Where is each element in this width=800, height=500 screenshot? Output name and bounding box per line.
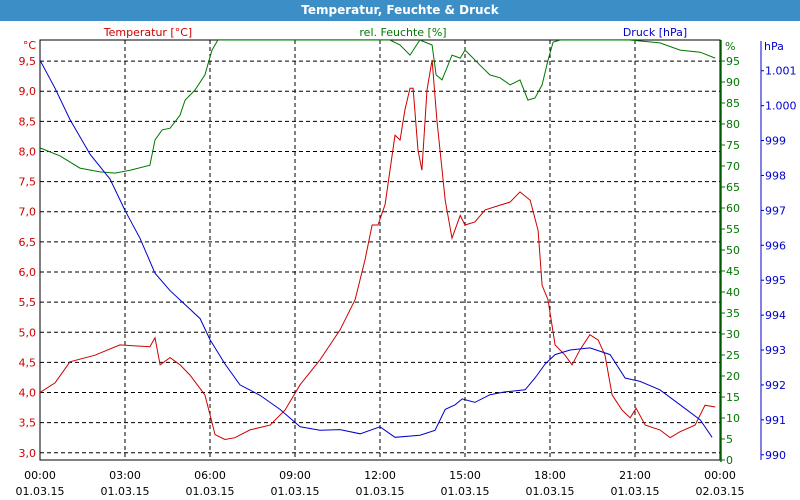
chart-title: Temperatur, Feuchte & Druck	[0, 0, 800, 21]
temp-tick-label: 8,5	[19, 115, 37, 128]
x-tick-time: 12:00	[364, 469, 396, 482]
temp-tick-label: 9,0	[19, 85, 37, 98]
temp-tick-label: 4,0	[19, 387, 37, 400]
x-tick-time: 21:00	[619, 469, 651, 482]
temp-tick-label: 6,5	[19, 236, 37, 249]
x-tick-time: 09:00	[279, 469, 311, 482]
pressure-tick-label: 998	[765, 169, 786, 182]
temp-unit-label: °C	[23, 39, 37, 52]
temp-tick-label: 9,5	[19, 55, 37, 68]
humidity-tick-label: 95	[726, 55, 740, 68]
pressure-unit-label: hPa	[764, 40, 784, 53]
x-tick-time: 00:00	[24, 469, 56, 482]
x-tick-date: 01.03.15	[441, 485, 490, 498]
x-tick-date: 01.03.15	[611, 485, 660, 498]
humidity-tick-label: 80	[726, 118, 740, 131]
humidity-tick-label: 60	[726, 202, 740, 215]
x-tick-time: 18:00	[534, 469, 566, 482]
temp-tick-label: 6,0	[19, 266, 37, 279]
humidity-tick-label: 0	[726, 454, 733, 467]
humidity-tick-label: 10	[726, 412, 740, 425]
humidity-tick-label: 50	[726, 244, 740, 257]
humidity-tick-label: 35	[726, 307, 740, 320]
humidity-tick-label: 75	[726, 139, 740, 152]
humidity-tick-label: 5	[726, 433, 733, 446]
x-tick-date: 02.03.15	[696, 485, 745, 498]
pressure-tick-label: 996	[765, 239, 786, 252]
pressure-tick-label: 991	[765, 414, 786, 427]
humidity-tick-label: 40	[726, 286, 740, 299]
x-tick-time: 03:00	[109, 469, 141, 482]
x-tick-date: 01.03.15	[356, 485, 405, 498]
x-tick-date: 01.03.15	[101, 485, 150, 498]
temp-tick-label: 7,5	[19, 176, 37, 189]
humidity-tick-label: 55	[726, 223, 740, 236]
x-tick-time: 06:00	[194, 469, 226, 482]
humidity-tick-label: 70	[726, 160, 740, 173]
temp-tick-label: 3,0	[19, 447, 37, 460]
pressure-tick-label: 995	[765, 274, 786, 287]
pressure-tick-label: 990	[765, 449, 786, 462]
x-tick-date: 01.03.15	[526, 485, 575, 498]
humidity-tick-label: 30	[726, 328, 740, 341]
humidity-tick-label: 45	[726, 265, 740, 278]
pressure-tick-label: 997	[765, 204, 786, 217]
x-tick-time: 00:00	[704, 469, 736, 482]
temp-tick-label: 8,0	[19, 145, 37, 158]
pressure-axis-title: Druck [hPa]	[623, 26, 687, 39]
x-tick-date: 01.03.15	[16, 485, 65, 498]
humidity-tick-label: 25	[726, 349, 740, 362]
pressure-tick-label: 999	[765, 135, 786, 148]
humidity-tick-label: 15	[726, 391, 740, 404]
series-line-pressure	[40, 59, 713, 438]
pressure-tick-label: 992	[765, 379, 786, 392]
x-tick-date: 01.03.15	[186, 485, 235, 498]
pressure-tick-label: 994	[765, 309, 786, 322]
series-line-humidity	[40, 40, 716, 174]
humidity-tick-label: 65	[726, 181, 740, 194]
humidity-axis-title: rel. Feuchte [%]	[359, 26, 446, 39]
x-tick-time: 15:00	[449, 469, 481, 482]
humidity-unit-label: %	[725, 40, 735, 53]
temp-tick-label: 4,5	[19, 356, 37, 369]
series-line-temperature	[40, 59, 716, 441]
temp-tick-label: 5,5	[19, 296, 37, 309]
humidity-tick-label: 20	[726, 370, 740, 383]
temp-tick-label: 3,5	[19, 417, 37, 430]
temp-axis-title: Temperatur [°C]	[103, 26, 192, 39]
pressure-tick-label: 1.000	[765, 100, 797, 113]
humidity-tick-label: 90	[726, 76, 740, 89]
humidity-tick-label: 85	[726, 97, 740, 110]
pressure-tick-label: 1.001	[765, 65, 797, 78]
temp-tick-label: 7,0	[19, 206, 37, 219]
x-tick-date: 01.03.15	[271, 485, 320, 498]
temp-tick-label: 5,0	[19, 326, 37, 339]
pressure-tick-label: 993	[765, 344, 786, 357]
